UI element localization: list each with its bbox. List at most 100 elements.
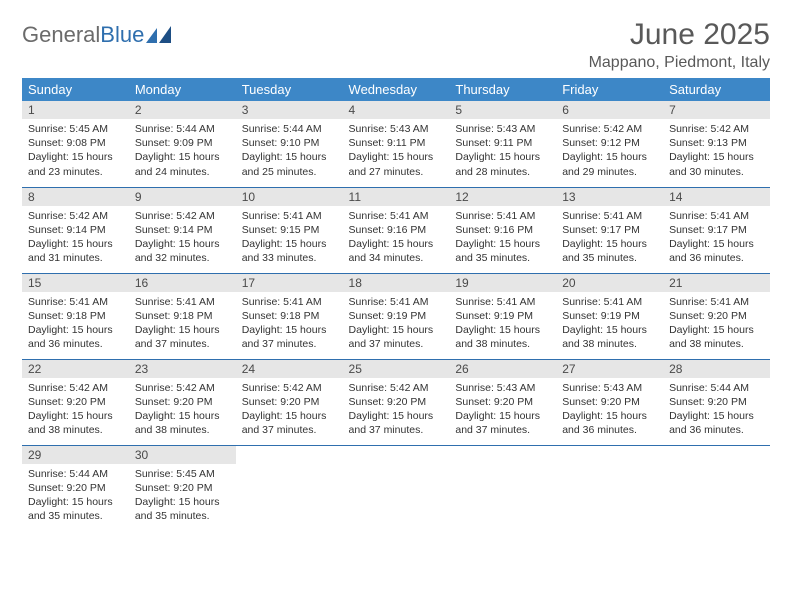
day-number: 17 [236, 274, 343, 292]
day-content: Sunrise: 5:42 AMSunset: 9:20 PMDaylight:… [236, 378, 343, 442]
day-number: 27 [556, 360, 663, 378]
logo-word1: General [22, 22, 100, 47]
calendar-cell: 5Sunrise: 5:43 AMSunset: 9:11 PMDaylight… [449, 101, 556, 187]
logo-word2: Blue [100, 22, 144, 47]
calendar-row: 22Sunrise: 5:42 AMSunset: 9:20 PMDayligh… [22, 359, 770, 445]
day-content: Sunrise: 5:41 AMSunset: 9:18 PMDaylight:… [22, 292, 129, 356]
calendar-cell: 12Sunrise: 5:41 AMSunset: 9:16 PMDayligh… [449, 187, 556, 273]
day-content: Sunrise: 5:41 AMSunset: 9:15 PMDaylight:… [236, 206, 343, 270]
day-number: 14 [663, 188, 770, 206]
day-number: 9 [129, 188, 236, 206]
calendar-cell [449, 445, 556, 531]
day-number: 23 [129, 360, 236, 378]
day-content: Sunrise: 5:42 AMSunset: 9:14 PMDaylight:… [22, 206, 129, 270]
calendar-table: Sunday Monday Tuesday Wednesday Thursday… [22, 78, 770, 531]
calendar-cell: 25Sunrise: 5:42 AMSunset: 9:20 PMDayligh… [343, 359, 450, 445]
calendar-cell: 28Sunrise: 5:44 AMSunset: 9:20 PMDayligh… [663, 359, 770, 445]
day-number: 30 [129, 446, 236, 464]
logo-text: GeneralBlue [22, 22, 144, 48]
calendar-cell: 18Sunrise: 5:41 AMSunset: 9:19 PMDayligh… [343, 273, 450, 359]
calendar-cell: 26Sunrise: 5:43 AMSunset: 9:20 PMDayligh… [449, 359, 556, 445]
title-block: June 2025 Mappano, Piedmont, Italy [589, 18, 770, 72]
calendar-cell: 6Sunrise: 5:42 AMSunset: 9:12 PMDaylight… [556, 101, 663, 187]
calendar-cell: 4Sunrise: 5:43 AMSunset: 9:11 PMDaylight… [343, 101, 450, 187]
calendar-cell: 3Sunrise: 5:44 AMSunset: 9:10 PMDaylight… [236, 101, 343, 187]
day-content: Sunrise: 5:45 AMSunset: 9:20 PMDaylight:… [129, 464, 236, 528]
day-content: Sunrise: 5:45 AMSunset: 9:08 PMDaylight:… [22, 119, 129, 183]
weekday-header: Monday [129, 78, 236, 101]
calendar-cell: 11Sunrise: 5:41 AMSunset: 9:16 PMDayligh… [343, 187, 450, 273]
day-content: Sunrise: 5:41 AMSunset: 9:18 PMDaylight:… [236, 292, 343, 356]
logo: GeneralBlue [22, 22, 172, 48]
calendar-cell: 30Sunrise: 5:45 AMSunset: 9:20 PMDayligh… [129, 445, 236, 531]
day-content: Sunrise: 5:44 AMSunset: 9:20 PMDaylight:… [22, 464, 129, 528]
calendar-row: 29Sunrise: 5:44 AMSunset: 9:20 PMDayligh… [22, 445, 770, 531]
day-number: 7 [663, 101, 770, 119]
day-number: 26 [449, 360, 556, 378]
day-number: 18 [343, 274, 450, 292]
weekday-header: Friday [556, 78, 663, 101]
day-number: 24 [236, 360, 343, 378]
day-content: Sunrise: 5:42 AMSunset: 9:12 PMDaylight:… [556, 119, 663, 183]
day-number: 3 [236, 101, 343, 119]
calendar-cell [236, 445, 343, 531]
day-number: 1 [22, 101, 129, 119]
calendar-cell: 14Sunrise: 5:41 AMSunset: 9:17 PMDayligh… [663, 187, 770, 273]
day-content: Sunrise: 5:44 AMSunset: 9:10 PMDaylight:… [236, 119, 343, 183]
calendar-cell: 21Sunrise: 5:41 AMSunset: 9:20 PMDayligh… [663, 273, 770, 359]
calendar-row: 1Sunrise: 5:45 AMSunset: 9:08 PMDaylight… [22, 101, 770, 187]
day-number: 5 [449, 101, 556, 119]
day-content: Sunrise: 5:41 AMSunset: 9:20 PMDaylight:… [663, 292, 770, 356]
weekday-header: Sunday [22, 78, 129, 101]
calendar-cell: 13Sunrise: 5:41 AMSunset: 9:17 PMDayligh… [556, 187, 663, 273]
day-content: Sunrise: 5:43 AMSunset: 9:20 PMDaylight:… [556, 378, 663, 442]
calendar-cell [556, 445, 663, 531]
calendar-cell: 16Sunrise: 5:41 AMSunset: 9:18 PMDayligh… [129, 273, 236, 359]
day-number: 19 [449, 274, 556, 292]
day-content: Sunrise: 5:42 AMSunset: 9:20 PMDaylight:… [22, 378, 129, 442]
calendar-cell: 27Sunrise: 5:43 AMSunset: 9:20 PMDayligh… [556, 359, 663, 445]
day-content: Sunrise: 5:41 AMSunset: 9:19 PMDaylight:… [449, 292, 556, 356]
day-number: 12 [449, 188, 556, 206]
day-content: Sunrise: 5:41 AMSunset: 9:16 PMDaylight:… [449, 206, 556, 270]
weekday-header: Wednesday [343, 78, 450, 101]
day-content: Sunrise: 5:41 AMSunset: 9:16 PMDaylight:… [343, 206, 450, 270]
calendar-cell: 2Sunrise: 5:44 AMSunset: 9:09 PMDaylight… [129, 101, 236, 187]
day-number: 13 [556, 188, 663, 206]
calendar-cell [343, 445, 450, 531]
day-number: 6 [556, 101, 663, 119]
location-label: Mappano, Piedmont, Italy [589, 54, 770, 72]
day-number: 10 [236, 188, 343, 206]
calendar-cell: 15Sunrise: 5:41 AMSunset: 9:18 PMDayligh… [22, 273, 129, 359]
day-content: Sunrise: 5:42 AMSunset: 9:20 PMDaylight:… [343, 378, 450, 442]
calendar-row: 8Sunrise: 5:42 AMSunset: 9:14 PMDaylight… [22, 187, 770, 273]
calendar-cell: 7Sunrise: 5:42 AMSunset: 9:13 PMDaylight… [663, 101, 770, 187]
day-content: Sunrise: 5:41 AMSunset: 9:18 PMDaylight:… [129, 292, 236, 356]
calendar-cell: 9Sunrise: 5:42 AMSunset: 9:14 PMDaylight… [129, 187, 236, 273]
day-content: Sunrise: 5:43 AMSunset: 9:11 PMDaylight:… [449, 119, 556, 183]
day-number: 2 [129, 101, 236, 119]
calendar-cell: 10Sunrise: 5:41 AMSunset: 9:15 PMDayligh… [236, 187, 343, 273]
day-number: 22 [22, 360, 129, 378]
day-number: 16 [129, 274, 236, 292]
calendar-cell: 1Sunrise: 5:45 AMSunset: 9:08 PMDaylight… [22, 101, 129, 187]
calendar-cell: 8Sunrise: 5:42 AMSunset: 9:14 PMDaylight… [22, 187, 129, 273]
header: GeneralBlue June 2025 Mappano, Piedmont,… [22, 18, 770, 72]
calendar-cell: 20Sunrise: 5:41 AMSunset: 9:19 PMDayligh… [556, 273, 663, 359]
day-content: Sunrise: 5:42 AMSunset: 9:14 PMDaylight:… [129, 206, 236, 270]
day-number: 21 [663, 274, 770, 292]
day-content: Sunrise: 5:41 AMSunset: 9:17 PMDaylight:… [663, 206, 770, 270]
weekday-header: Tuesday [236, 78, 343, 101]
day-content: Sunrise: 5:42 AMSunset: 9:20 PMDaylight:… [129, 378, 236, 442]
logo-sail-icon [146, 26, 172, 44]
day-number: 20 [556, 274, 663, 292]
calendar-cell: 24Sunrise: 5:42 AMSunset: 9:20 PMDayligh… [236, 359, 343, 445]
page-title: June 2025 [589, 18, 770, 52]
day-content: Sunrise: 5:42 AMSunset: 9:13 PMDaylight:… [663, 119, 770, 183]
day-number: 8 [22, 188, 129, 206]
day-number: 15 [22, 274, 129, 292]
day-content: Sunrise: 5:44 AMSunset: 9:20 PMDaylight:… [663, 378, 770, 442]
calendar-cell: 29Sunrise: 5:44 AMSunset: 9:20 PMDayligh… [22, 445, 129, 531]
calendar-cell: 23Sunrise: 5:42 AMSunset: 9:20 PMDayligh… [129, 359, 236, 445]
day-content: Sunrise: 5:41 AMSunset: 9:19 PMDaylight:… [343, 292, 450, 356]
